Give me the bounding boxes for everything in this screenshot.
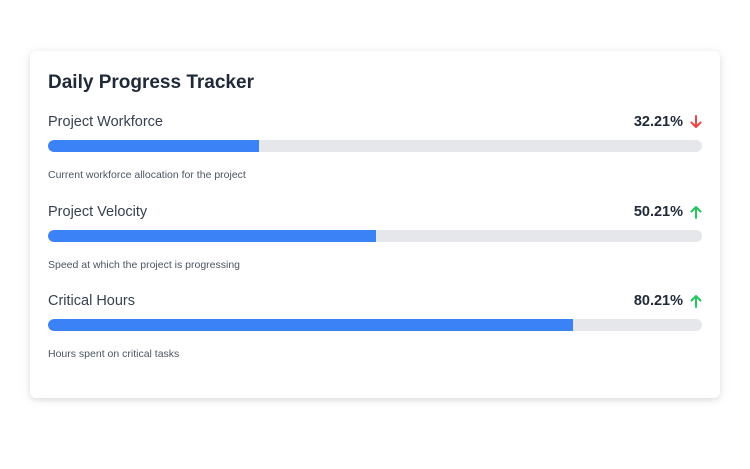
metric-value-group: 50.21% [634,203,702,221]
metric-value: 32.21% [633,114,683,130]
metric-value-group: 32.21% [634,113,702,131]
progress-bar-track [48,230,702,242]
metric-critical-hours: Critical Hours 80.21% Hours spent on cri… [48,292,702,362]
metric-label: Project Velocity [48,204,148,220]
metric-description: Current workforce allocation for the pro… [48,169,246,181]
metric-value: 80.21% [633,293,683,309]
arrow-up-icon [690,294,702,308]
card-title: Daily Progress Tracker [48,72,254,93]
progress-bar-fill [48,230,377,242]
metric-project-workforce: Project Workforce 32.21% Current workfor… [48,113,702,183]
progress-bar-track [48,319,702,331]
metric-description: Speed at which the project is progressin… [48,259,241,271]
metric-label: Project Workforce [48,114,163,130]
metric-value-group: 80.21% [634,292,702,310]
metric-value: 50.21% [633,204,683,220]
metric-label: Critical Hours [48,293,136,309]
metric-project-velocity: Project Velocity 50.21% Speed at which t… [48,203,702,273]
progress-bar-fill [48,140,259,152]
metric-description: Hours spent on critical tasks [48,348,180,360]
progress-bar-track [48,140,702,152]
progress-bar-fill [48,319,573,331]
arrow-up-icon [690,205,702,219]
progress-tracker-card: Daily Progress Tracker Project Workforce… [30,51,720,398]
arrow-down-icon [690,115,702,129]
